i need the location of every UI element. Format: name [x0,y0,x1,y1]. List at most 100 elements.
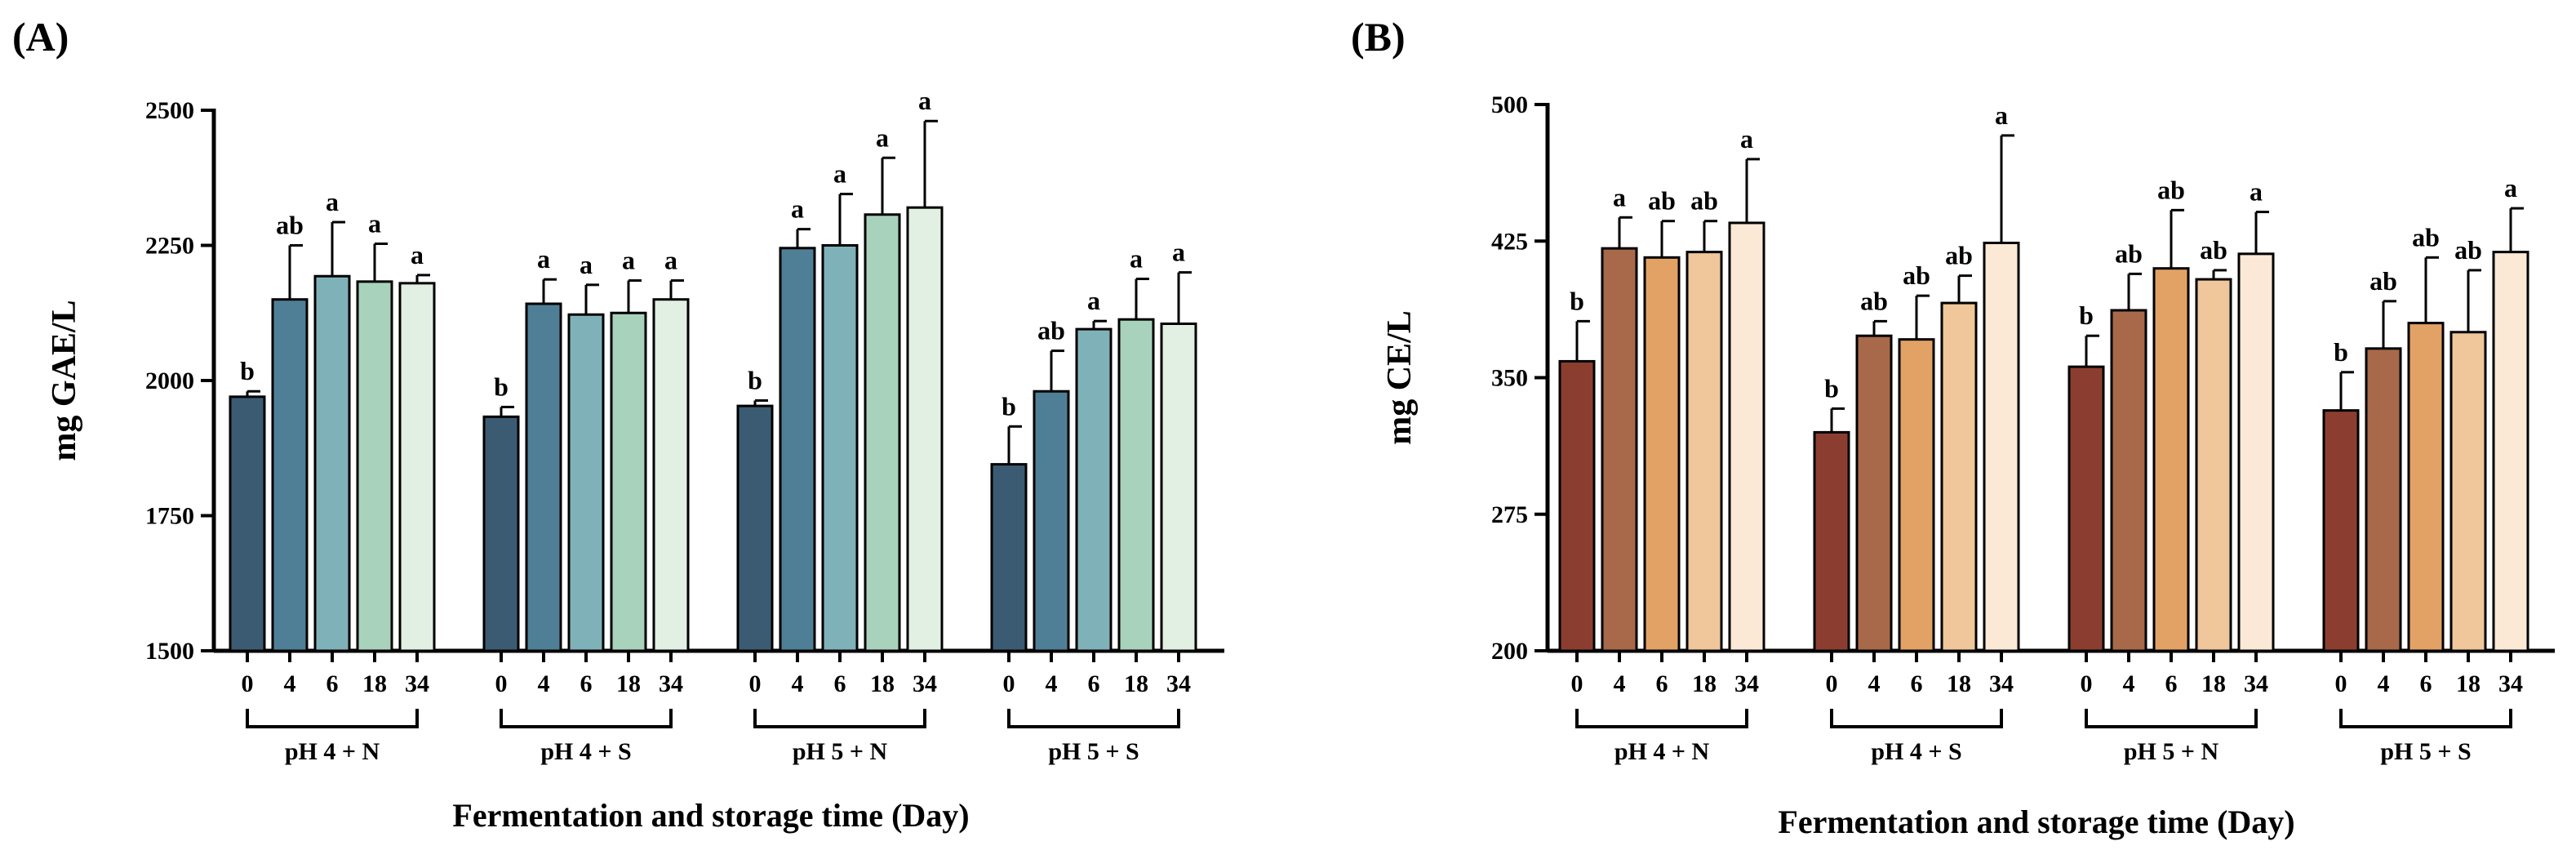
panel-a-x-tick-label: 34 [1166,670,1191,697]
panel-a-group-bracket [246,709,419,728]
panel-b-significance-letter: ab [1945,241,1973,270]
panel-a-significance-letter: b [748,365,762,394]
panel-b-bar [1728,221,1765,652]
panel-b-bar [2365,347,2402,652]
panel-a-bar [525,302,562,652]
panel-a-significance-letter: b [1002,391,1016,421]
panel-b-significance-letter: ab [1648,186,1676,216]
panel-b-bar [1686,251,1723,652]
panel-a-significance-letter: a [622,246,635,275]
panel-a-significance-letter: a [1087,286,1100,315]
panel-a-x-tick-label: 34 [659,670,683,697]
panel-a-bar [356,280,393,652]
panel-a-x-tick-label: 34 [913,670,937,697]
panel-b-x-tick-label: 6 [2420,670,2432,697]
panel-b-significance-letter: ab [1860,286,1888,315]
panel-b-group-bracket [2339,709,2512,728]
panel-b-significance-letter: ab [2412,222,2440,251]
panel-b-group-bracket [1575,709,1748,728]
panel-b-significance-letter: a [1740,124,1753,154]
panel-a-x-tick-label: 4 [1046,670,1058,697]
panel-a-x-tick-label: 0 [495,670,508,697]
panel-a-group-label: pH 4 + N [285,738,380,765]
panel-b-significance-letter: ab [2369,266,2397,296]
panel-a-y-tick-label: 2000 [145,367,194,394]
panel-b-y-tick-label: 350 [1491,365,1528,392]
panel-b-x-tick-label: 4 [2123,670,2135,697]
panel-a-x-tick-label: 4 [284,670,296,697]
panel-b-group-label: pH 5 + N [2124,738,2219,765]
panel-a-significance-letter: ab [1037,316,1065,345]
panel-b-significance-letter: b [2334,337,2348,367]
panel-a-bar [652,298,690,652]
panel-a-x-tick-label: 6 [326,670,339,697]
panel-b-x-axis-title: Fermentation and storage time (Day) [1778,803,2294,840]
panel-a-significance-letter: a [411,240,424,269]
panel-a-bar [1075,327,1113,652]
panel-a-label: (A) [12,14,69,60]
panel-a-x-tick-label: 6 [834,670,846,697]
panel-a-bar [610,311,647,652]
panel-b-x-tick-label: 34 [2244,670,2268,697]
panel-b-significance-letter: a [2504,173,2517,203]
panel-b-y-axis-title: mg CE/L [1381,310,1419,445]
panel-b-group-label: pH 5 + S [2380,738,2471,765]
panel-b-significance-letter: a [1995,100,2008,130]
panel-b-x-tick-label: 6 [2165,670,2178,697]
panel-b-group-bracket [1830,709,2003,728]
panel-a-bar [779,247,816,652]
panel-a-x-tick-label: 18 [870,670,895,697]
panel-b-y-tick-label: 500 [1491,91,1528,118]
panel-a-group-bracket [1007,709,1180,728]
panel-a-significance-letter: a [833,159,846,189]
panel-a-significance-letter: a [664,246,677,275]
panel-a-significance-letter: b [494,372,509,401]
panel-a-group-bracket [753,709,926,728]
panel-a-significance-letter: a [791,194,804,224]
panel-a-x-tick-label: 18 [616,670,641,697]
panel-a-y-tick-label: 2500 [145,97,194,124]
panel-b-group-label: pH 4 + S [1871,738,1961,765]
panel-a-bar [229,395,266,652]
panel-a-significance-letter: a [580,250,593,279]
panel-b-x-tick-label: 18 [1692,670,1717,697]
panel-a-x-tick-label: 34 [405,670,429,697]
panel-a-y-tick-label: 1500 [145,638,194,665]
panel-b-bar [2492,251,2529,652]
panel-a-bar [482,415,520,652]
panel-b-x-tick-label: 6 [1656,670,1668,697]
panel-b-y-tick-label: 200 [1491,638,1528,665]
panel-a-group-label: pH 5 + S [1048,738,1139,765]
panel-a-significance-letter: a [876,122,889,152]
panel-b-x-tick-label: 4 [1868,670,1881,697]
panel-b-bar [1643,256,1681,652]
panel-a-y-tick-label: 2250 [145,233,194,260]
panel-b-x-tick-label: 34 [2498,670,2523,697]
panel-b-label: (B) [1351,14,1406,60]
panel-b-significance-letter: a [2250,177,2263,207]
panel-a-bar [1117,318,1155,652]
panel-b-bar [2110,309,2147,652]
panel-a-bar [271,298,309,652]
panel-a-significance-letter: a [1130,244,1143,274]
panel-b-bar [1898,338,1935,652]
panel-b-bar [2067,365,2105,652]
panel-a-x-tick-label: 18 [362,670,387,697]
panel-b-bar [1601,247,1638,652]
panel-a-significance-letter: a [326,187,339,216]
panel-a-bar [398,282,436,652]
panel-b-bar [2237,252,2275,652]
panel-b-group-bracket [2085,709,2258,728]
panel-a-bar [821,244,859,652]
panel-a-group-label: pH 5 + N [793,738,888,765]
panel-b-x-tick-label: 18 [2456,670,2481,697]
panel-b-significance-letter: ab [2115,238,2143,268]
panel-a-x-tick-label: 18 [1124,670,1148,697]
panel-b-x-tick-label: 4 [1614,670,1626,697]
panel-b-x-tick-label: 0 [2335,670,2347,697]
panel-b-significance-letter: b [2079,300,2094,330]
panel-a-significance-letter: a [368,209,381,238]
panel-b-significance-letter: a [1613,182,1626,211]
panel-b-y-tick-label: 275 [1491,501,1528,528]
